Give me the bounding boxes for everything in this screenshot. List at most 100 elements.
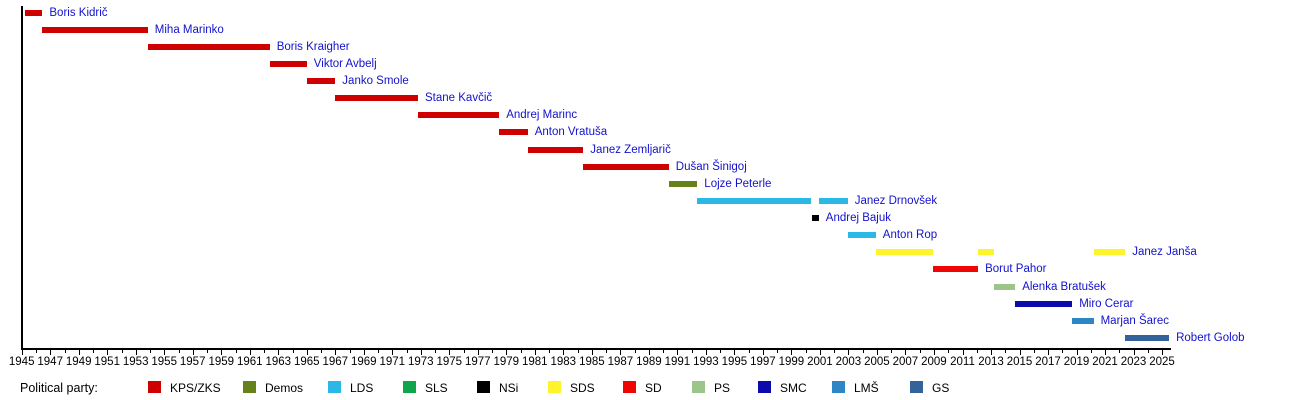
minor-tick xyxy=(321,350,322,353)
x-axis-tick-label: 2009 xyxy=(921,356,947,368)
major-tick xyxy=(1019,350,1021,355)
pm-name-label: Janez Zemljarič xyxy=(590,143,671,156)
minor-tick xyxy=(235,350,237,353)
legend-swatch xyxy=(243,381,256,393)
term-bar xyxy=(335,95,418,102)
x-axis-tick-label: 1967 xyxy=(322,356,349,368)
minor-tick xyxy=(349,350,351,353)
minor-tick xyxy=(634,350,636,353)
x-axis-tick-label: 1987 xyxy=(607,356,634,368)
minor-tick xyxy=(663,350,665,353)
major-tick xyxy=(107,350,109,355)
minor-tick xyxy=(435,350,437,353)
major-tick xyxy=(363,350,365,355)
minor-tick xyxy=(891,350,893,353)
major-tick xyxy=(933,350,935,355)
pm-name-label: Boris Kidrič xyxy=(49,6,108,19)
pm-name-label: Anton Rop xyxy=(882,229,938,242)
term-bar xyxy=(932,266,979,273)
pm-name-label: Janez Drnovšek xyxy=(854,194,938,207)
term-bar xyxy=(306,78,336,85)
term-bar xyxy=(847,232,876,239)
x-axis-tick-label: 2005 xyxy=(864,356,890,368)
major-tick xyxy=(21,350,23,355)
major-tick xyxy=(221,350,223,355)
minor-tick xyxy=(1090,350,1092,353)
pm-name-label: Janko Smole xyxy=(342,75,409,88)
major-tick xyxy=(278,350,280,355)
legend-label: PS xyxy=(714,381,731,395)
minor-tick xyxy=(64,350,66,353)
y-axis-line xyxy=(21,6,23,350)
term-bar xyxy=(993,283,1016,290)
legend-label: SLS xyxy=(425,381,448,395)
x-axis-tick-label: 1963 xyxy=(265,356,292,368)
pm-name-label: Viktor Avbelj xyxy=(313,58,377,70)
minor-tick xyxy=(520,350,522,353)
major-tick xyxy=(876,350,878,355)
major-tick xyxy=(192,350,194,355)
term-bar xyxy=(1015,300,1073,307)
minor-tick xyxy=(577,350,579,353)
legend-label: KPS/ZKS xyxy=(170,381,221,395)
minor-tick xyxy=(463,350,465,353)
x-axis-line xyxy=(21,348,1171,350)
legend-swatch xyxy=(832,381,845,393)
major-tick xyxy=(1162,350,1163,355)
major-tick xyxy=(563,350,565,355)
major-tick xyxy=(1048,350,1049,355)
major-tick xyxy=(620,350,622,355)
minor-tick xyxy=(834,350,836,353)
minor-tick xyxy=(292,350,294,353)
x-axis-tick-label: 1995 xyxy=(721,356,748,368)
minor-tick xyxy=(378,350,379,353)
x-axis-tick-label: 2015 xyxy=(1006,356,1033,368)
minor-tick xyxy=(549,350,551,353)
term-bar xyxy=(1125,334,1170,341)
x-axis-tick-label: 1993 xyxy=(693,356,719,368)
minor-tick xyxy=(919,350,921,353)
minor-tick xyxy=(1005,350,1007,353)
legend-label: SD xyxy=(645,381,662,395)
major-tick xyxy=(705,350,707,355)
term-bar xyxy=(269,61,307,67)
pm-name-label: Anton Vratuša xyxy=(534,126,608,139)
x-axis-tick-label: 1985 xyxy=(579,356,605,368)
major-tick xyxy=(762,350,764,355)
major-tick xyxy=(249,350,251,355)
minor-tick xyxy=(121,350,123,353)
x-axis-tick-label: 1979 xyxy=(493,356,520,368)
x-axis-tick-label: 2013 xyxy=(978,356,1004,368)
term-bar xyxy=(24,9,43,16)
x-axis-tick-label: 2003 xyxy=(835,356,862,368)
pm-name-label: Boris Kraigher xyxy=(276,40,350,53)
minor-tick xyxy=(1119,350,1121,353)
term-bar xyxy=(1072,317,1094,324)
legend-label: LMŠ xyxy=(854,381,879,395)
term-bar xyxy=(527,146,584,153)
major-tick xyxy=(78,350,80,355)
legend-swatch xyxy=(328,381,341,393)
minor-tick xyxy=(862,350,864,353)
legend-label: GS xyxy=(932,381,950,395)
minor-tick xyxy=(805,350,807,353)
minor-tick xyxy=(492,350,494,353)
major-tick xyxy=(905,350,907,355)
minor-tick xyxy=(1147,350,1149,353)
x-axis-tick-label: 2019 xyxy=(1063,356,1090,368)
term-bar xyxy=(583,163,669,170)
minor-tick xyxy=(178,350,180,353)
major-tick xyxy=(534,350,536,355)
x-axis-tick-label: 1947 xyxy=(37,356,63,368)
x-axis-tick-label: 1961 xyxy=(237,356,263,368)
minor-tick xyxy=(976,350,978,353)
major-tick xyxy=(791,350,793,355)
major-tick xyxy=(420,350,422,355)
term-bar xyxy=(42,26,148,33)
x-axis-tick-label: 1983 xyxy=(550,356,577,368)
term-bar xyxy=(818,197,848,204)
x-axis-tick-label: 1989 xyxy=(636,356,662,368)
legend-title: Political party: xyxy=(20,381,98,395)
legend-swatch xyxy=(477,381,490,393)
minor-tick xyxy=(150,350,151,353)
